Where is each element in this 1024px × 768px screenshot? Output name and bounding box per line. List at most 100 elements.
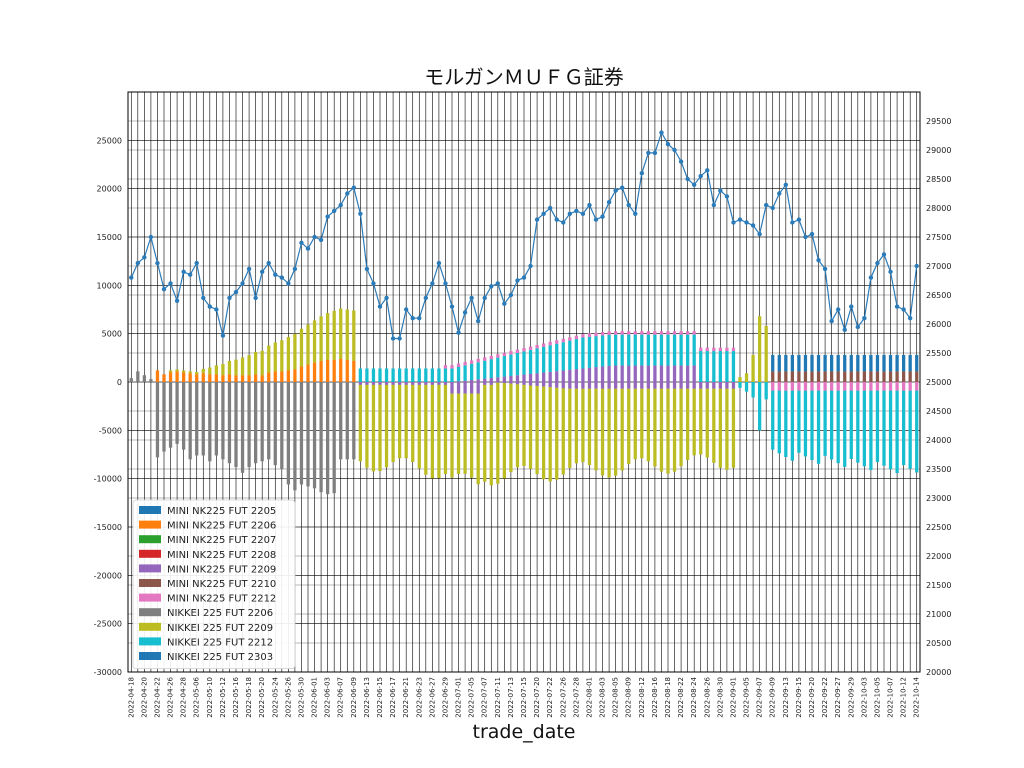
bar-mini-2209 (646, 365, 650, 382)
x-tick-label: 2022-09-29 (847, 677, 855, 718)
bar-mini-2212 (771, 382, 775, 391)
bar-nikkei-2209 (371, 384, 376, 472)
bar-nikkei-2206 (234, 382, 238, 468)
x-tick-label: 2022-10-03 (860, 677, 868, 718)
bar-mini-2209 (620, 382, 624, 389)
bar-nikkei-2303 (843, 354, 847, 372)
x-tick-label: 2022-08-24 (690, 676, 698, 717)
bar-nikkei-2212 (587, 336, 592, 368)
x-tick-label: 2022-07-15 (520, 677, 528, 718)
bar-mini-2212 (463, 361, 467, 366)
bar-nikkei-2209 (548, 387, 552, 482)
bar-nikkei-2209 (188, 371, 192, 374)
bar-mini-2210 (816, 371, 821, 382)
bar-mini-2212 (888, 382, 893, 391)
bar-nikkei-2209 (332, 310, 336, 360)
bar-nikkei-2209 (502, 383, 506, 479)
price-point (554, 217, 559, 222)
bar-nikkei-2209 (600, 388, 605, 476)
price-point (233, 289, 239, 295)
bar-mini-2209 (699, 382, 703, 389)
bar-mini-2209 (653, 365, 657, 382)
y2-tick-label: 29500 (926, 117, 951, 126)
bar-mini-2209 (731, 382, 736, 389)
bar-nikkei-2206 (326, 382, 330, 495)
bar-mini-2212 (679, 331, 683, 335)
price-point (351, 185, 357, 190)
bar-nikkei-2206 (280, 382, 284, 469)
bar-nikkei-2206 (306, 382, 310, 487)
bar-mini-2209 (470, 382, 474, 385)
y-tick-label: -25000 (94, 620, 122, 629)
price-point (652, 150, 658, 156)
price-point (737, 217, 743, 222)
price-point (246, 266, 252, 272)
legend-label: NIKKEI 225 FUT 2303 (167, 652, 273, 663)
bar-nikkei-2212 (836, 390, 840, 464)
bar-nikkei-2206 (155, 382, 160, 458)
bar-nikkei-2212 (411, 368, 415, 382)
bar-nikkei-2212 (437, 368, 441, 382)
bar-nikkei-2303 (803, 354, 808, 372)
bar-nikkei-2209 (391, 384, 395, 463)
bar-mini-2206 (214, 374, 218, 382)
bar-mini-2209 (620, 365, 624, 382)
y-tick-label: -5000 (99, 426, 122, 435)
x-tick-label: 2022-05-16 (232, 676, 240, 717)
bar-nikkei-2209 (574, 388, 578, 464)
price-point (888, 269, 893, 274)
bar-mini-2209 (476, 384, 480, 394)
bar-nikkei-2209 (267, 345, 271, 373)
bar-mini-2212 (548, 341, 552, 346)
bar-nikkei-2209 (411, 384, 415, 462)
bar-nikkei-2206 (227, 382, 232, 464)
price-point (187, 272, 193, 277)
bar-nikkei-2209 (476, 393, 480, 485)
bar-nikkei-2209 (522, 384, 526, 467)
price-point (849, 304, 854, 309)
bar-mini-2212 (790, 382, 794, 391)
bar-nikkei-2212 (902, 390, 906, 466)
price-point (259, 269, 265, 274)
price-point (240, 281, 245, 286)
bar-mini-2212 (456, 363, 461, 367)
bar-nikkei-2206 (221, 382, 225, 460)
y2-tick-label: 20000 (926, 668, 951, 677)
y2-tick-label: 26000 (926, 320, 951, 329)
bar-mini-2206 (267, 372, 271, 382)
bar-mini-2212 (869, 382, 873, 391)
x-tick-label: 2022-06-23 (415, 677, 423, 718)
bar-mini-2210 (875, 371, 880, 382)
price-point (777, 191, 782, 196)
bar-mini-2209 (483, 382, 487, 385)
price-point (757, 231, 762, 237)
bar-mini-2212 (816, 382, 821, 391)
price-point (397, 336, 402, 341)
bar-nikkei-2209 (345, 309, 349, 360)
bar-nikkei-2206 (293, 382, 297, 491)
bar-nikkei-2206 (247, 382, 251, 468)
bar-nikkei-2209 (312, 320, 317, 363)
bar-mini-2209 (561, 370, 565, 382)
price-point (174, 298, 180, 303)
bar-nikkei-2209 (384, 384, 389, 468)
bar-nikkei-2212 (725, 351, 729, 382)
x-tick-label: 2022-08-03 (599, 677, 607, 718)
bar-nikkei-2209 (201, 368, 205, 374)
y-tick-label: -15000 (94, 523, 122, 532)
bar-mini-2212 (862, 382, 866, 391)
bar-mini-2212 (666, 331, 670, 335)
price-point (364, 266, 370, 272)
bar-nikkei-2209 (712, 388, 716, 463)
bar-mini-2209 (686, 382, 690, 389)
bar-nikkei-2212 (548, 345, 552, 372)
x-tick-label: 2022-04-20 (140, 677, 148, 718)
bar-nikkei-2209 (182, 370, 186, 373)
bar-mini-2212 (830, 382, 834, 391)
bar-nikkei-2209 (764, 325, 768, 382)
legend-swatch (139, 579, 161, 587)
x-tick-label: 2022-05-12 (219, 677, 227, 718)
price-point (855, 324, 861, 330)
bar-mini-2210 (823, 371, 827, 382)
price-point (220, 333, 226, 338)
